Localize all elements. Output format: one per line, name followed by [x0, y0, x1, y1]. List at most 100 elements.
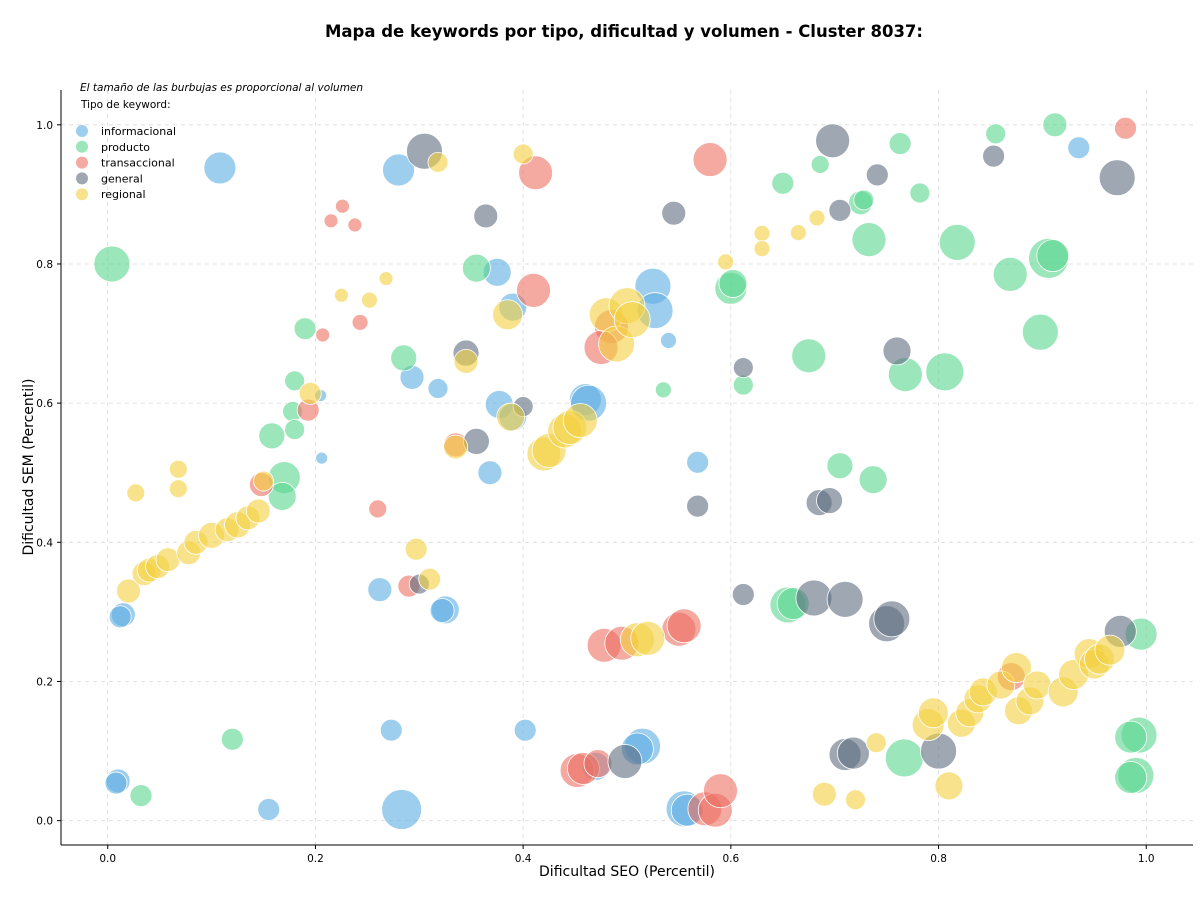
bubble-informacional: [104, 771, 128, 795]
bubble-regional: [168, 459, 188, 479]
bubble-general: [865, 163, 889, 187]
bubble-regional: [562, 403, 598, 438]
bubble-producto: [909, 182, 931, 204]
bubble-transaccional: [335, 198, 350, 214]
bubble-transaccional: [516, 273, 551, 308]
bubble-regional: [630, 620, 666, 656]
bubble-general: [826, 580, 864, 618]
bubble-producto: [1042, 112, 1068, 138]
bubble-general: [607, 744, 643, 779]
bubble-producto: [884, 738, 924, 778]
bubble-regional: [1022, 670, 1052, 700]
bubble-producto: [826, 452, 854, 480]
bubble-producto: [129, 784, 153, 807]
bubble-transaccional: [703, 773, 738, 809]
bubble-regional: [168, 479, 188, 499]
bubble-general: [837, 736, 870, 770]
bubble-informacional: [1067, 136, 1091, 160]
bubble-regional: [116, 578, 141, 604]
axes: [60, 90, 1193, 846]
bubble-regional: [496, 402, 526, 432]
bubble-informacional: [660, 332, 677, 349]
bubble-producto: [718, 269, 748, 298]
bubble-informacional: [477, 460, 503, 486]
bubble-producto: [267, 481, 297, 511]
bubble-transaccional: [666, 608, 702, 644]
legend-marker: [76, 140, 88, 153]
bubble-producto: [851, 222, 887, 258]
bubble-regional: [404, 537, 428, 561]
bubble-informacional: [429, 598, 455, 623]
legend-label: regional: [101, 188, 146, 201]
bubble-size-note: El tamaño de las burbujas es proporciona…: [80, 82, 363, 94]
bubble-informacional: [379, 718, 403, 742]
grid-lines: [61, 90, 1193, 845]
bubble-producto: [858, 465, 888, 495]
bubble-regional: [443, 434, 469, 460]
bubble-general: [982, 144, 1006, 168]
bubble-producto: [938, 223, 976, 261]
bubble-general: [732, 357, 754, 379]
bubble-producto: [1021, 313, 1059, 351]
bubble-regional: [753, 224, 771, 242]
bubble-regional: [361, 291, 378, 309]
bubble-transaccional: [315, 327, 331, 343]
y-tick-label: 0.0: [36, 816, 53, 828]
bubble-general: [816, 487, 843, 514]
bubble-regional: [378, 271, 394, 286]
legend-item-general: general: [76, 172, 143, 185]
bubble-producto: [791, 338, 827, 374]
bubble-regional: [334, 287, 349, 303]
y-tick-label: 1.0: [36, 120, 53, 132]
bubble-regional: [753, 240, 771, 258]
legend-title: Tipo de keyword:: [80, 99, 171, 111]
y-axis-label: Dificultad SEM (Percentil): [21, 379, 37, 556]
bubble-regional: [418, 567, 442, 591]
bubble-general: [795, 579, 833, 617]
bubble-regional: [811, 781, 837, 807]
bubble-informacional: [427, 378, 449, 399]
y-tick-label: 0.4: [36, 537, 53, 549]
bubble-producto: [985, 123, 1007, 145]
x-axis-label: Dificultad SEO (Percentil): [539, 864, 715, 880]
bubble-regional: [253, 470, 274, 492]
bubble-transaccional: [323, 213, 339, 229]
bubble-regional: [934, 771, 964, 801]
bubble-general: [815, 123, 851, 159]
bubble-regional: [126, 483, 146, 503]
bubble-informacional: [257, 798, 281, 821]
bubble-general: [828, 198, 852, 222]
bubble-producto: [853, 189, 875, 211]
bubble-regional: [427, 151, 449, 173]
bubble-producto: [992, 257, 1028, 292]
bubble-regional: [512, 143, 534, 165]
bubble-regional: [865, 732, 887, 754]
y-tick-label: 0.6: [36, 398, 53, 410]
bubble-general: [873, 600, 911, 638]
x-tick-label: 1.0: [1138, 853, 1155, 865]
bubble-producto: [284, 419, 306, 440]
legend-label: producto: [101, 141, 150, 154]
bubble-producto: [925, 352, 965, 392]
bubble-regional: [808, 209, 826, 227]
bubble-regional: [845, 789, 866, 811]
bubble-producto: [1114, 720, 1148, 754]
bubble-informacional: [382, 153, 415, 187]
bubble-transaccional: [518, 155, 554, 191]
bubble-informacional: [108, 605, 132, 629]
bubble-regional: [613, 301, 651, 339]
bubble-general: [731, 583, 755, 606]
legend-label: informacional: [101, 125, 176, 138]
bubble-transaccional: [692, 142, 728, 177]
axis-ticks: 0.0 0.2 0.4 0.6 0.8 1.0 0.0 0.2 0.4 0.6 0.8 1.0: [36, 120, 1154, 865]
legend-marker: [76, 125, 88, 137]
x-tick-label: 0.2: [307, 853, 324, 865]
legend-marker: [76, 188, 88, 201]
bubble-regional: [1094, 634, 1126, 666]
legend-label: general: [101, 172, 143, 185]
legend-label: transaccional: [101, 157, 175, 170]
legend-item-producto: producto: [76, 140, 150, 154]
x-tick-label: 0.8: [930, 853, 947, 865]
bubble-regional: [453, 348, 479, 374]
legend-item-regional: regional: [76, 188, 146, 201]
